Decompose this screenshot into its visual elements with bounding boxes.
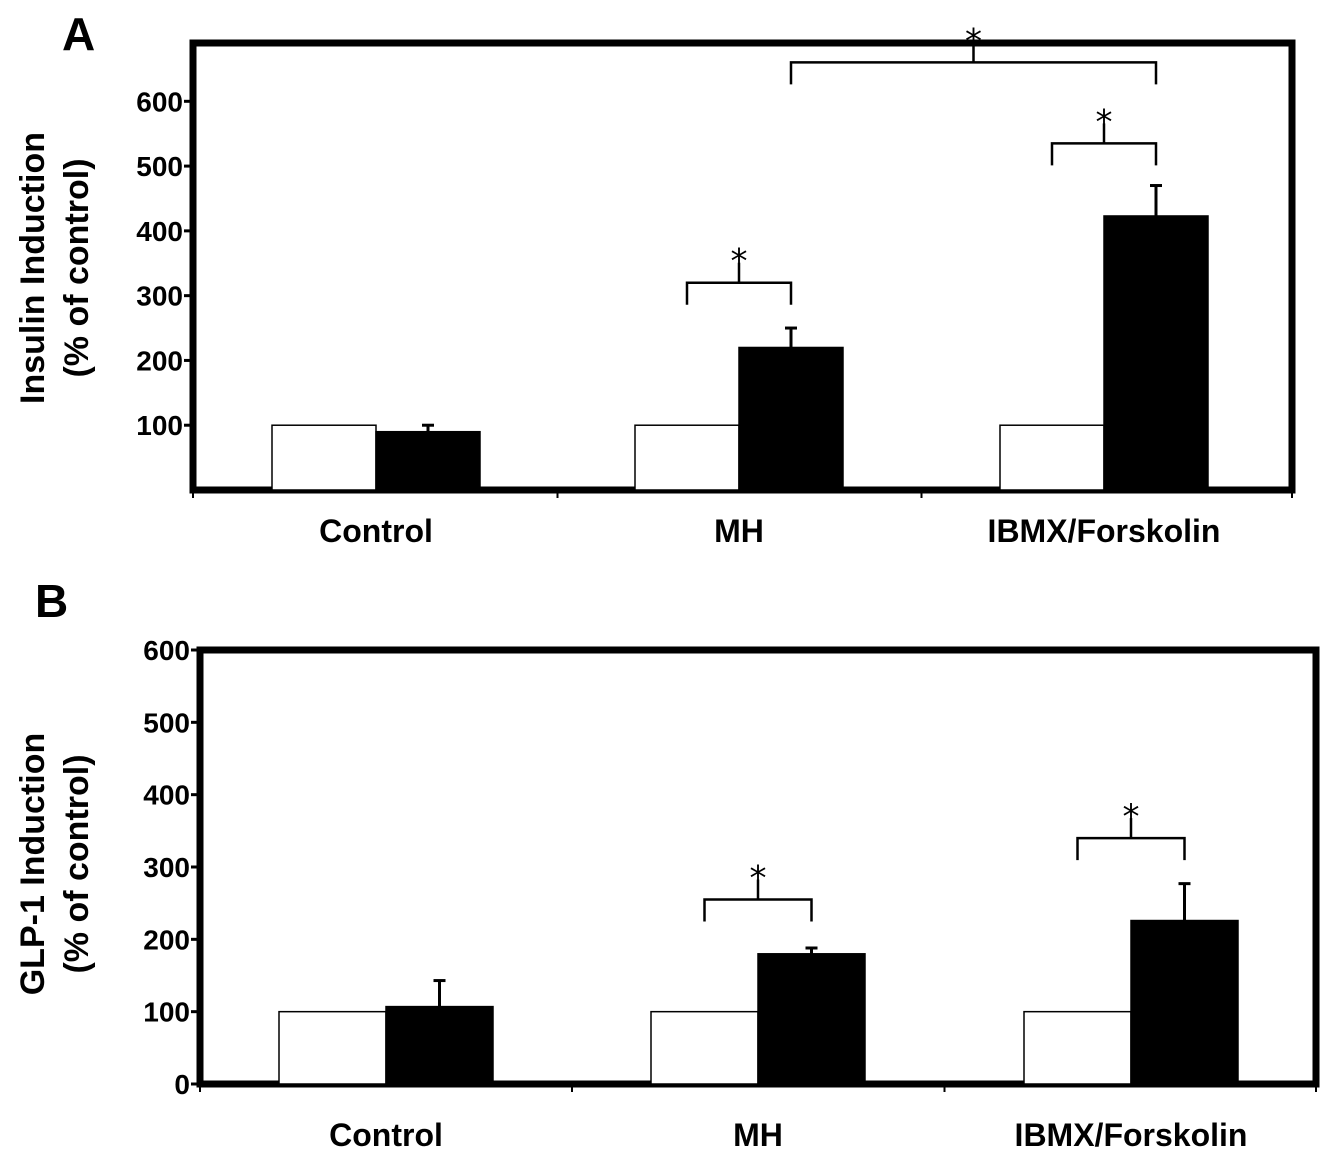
y-tick-label: 600 [143, 635, 190, 666]
significance-star: * [1096, 102, 1113, 142]
bar [278, 1010, 387, 1085]
y-axis-title: GLP-1 Induction [14, 733, 52, 996]
y-tick-label: 500 [143, 707, 190, 738]
bar [738, 346, 844, 491]
y-tick-label: 500 [136, 151, 183, 182]
y-tick-label: 300 [143, 852, 190, 883]
bar [757, 953, 866, 1085]
chart-panel-a: A 100 200 300 400 500 600 Control MH IBMX/Forskol… [14, 8, 1296, 549]
category-label: MH [714, 513, 764, 549]
significance-star: * [1123, 797, 1140, 837]
panel-letter: B [35, 575, 68, 627]
y-tick-label: 400 [136, 216, 183, 247]
y-axis-title: Insulin Induction [14, 132, 52, 404]
category-label: Control [329, 1117, 443, 1153]
category-label: Control [319, 513, 433, 549]
panel-letter: A [62, 8, 95, 60]
significance-bracket [703, 898, 813, 922]
bar [1023, 1010, 1132, 1085]
bar [999, 424, 1105, 491]
y-tick-label: 200 [143, 924, 190, 955]
y-tick-label: 300 [136, 281, 183, 312]
bar [375, 430, 481, 491]
category-label: IBMX/Forskolin [988, 513, 1221, 549]
significance-bracket [685, 281, 793, 305]
bar [271, 424, 377, 491]
bar [385, 1005, 494, 1085]
category-label: IBMX/Forskolin [1015, 1117, 1248, 1153]
bar [650, 1010, 759, 1085]
significance-star: * [965, 21, 982, 61]
significance-star: * [731, 242, 748, 282]
y-tick-label: 200 [136, 345, 183, 376]
chart-panel-b: B 0 100 200 300 400 500 600 Control MH IBMX/Forsko… [14, 575, 1320, 1153]
y-tick-label: 100 [136, 410, 183, 441]
category-label: MH [733, 1117, 783, 1153]
y-axis-title-unit: (% of control) [58, 754, 96, 973]
y-tick-label: 400 [143, 780, 190, 811]
significance-star: * [750, 859, 767, 899]
bar [1103, 215, 1209, 491]
y-tick-label: 600 [136, 86, 183, 117]
significance-bracket [1076, 836, 1186, 861]
significance-bracket [1050, 142, 1158, 166]
y-axis-title-unit: (% of control) [58, 158, 96, 377]
bar [1130, 919, 1239, 1085]
significance-bracket [789, 61, 1158, 85]
y-tick-label: 100 [143, 997, 190, 1028]
y-tick-label: 0 [174, 1069, 190, 1100]
bar [634, 424, 740, 491]
